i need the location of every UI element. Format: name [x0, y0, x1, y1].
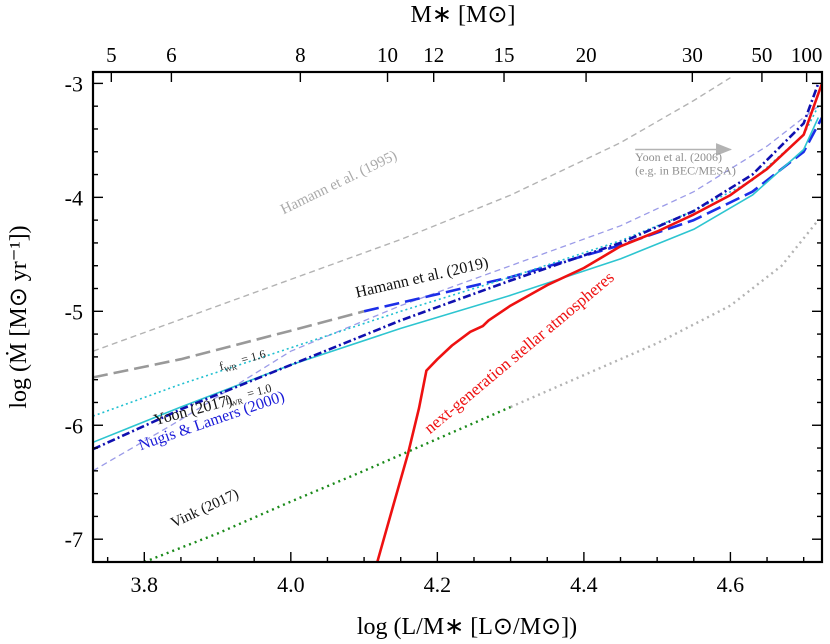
series-nextgen	[376, 82, 822, 562]
top-tick-label: 20	[576, 43, 597, 67]
series-vink2017	[143, 405, 512, 562]
annotation-lbl_fwr10_v: = 1.0	[245, 381, 273, 401]
fwr-subscript: WR	[229, 396, 244, 408]
x-tick-label: 4.6	[717, 572, 745, 597]
top-tick-label: 8	[295, 43, 306, 67]
x-tick-label: 3.8	[131, 572, 159, 597]
y-tick-label: -4	[65, 185, 83, 210]
x-axis-title: log (L/M∗ [L⊙/M⊙])	[357, 614, 577, 640]
fwr-subscript: WR	[223, 362, 238, 374]
top-tick-label: 10	[377, 43, 398, 67]
x-tick-label: 4.2	[424, 572, 452, 597]
top-tick-label: 6	[166, 43, 177, 67]
annotation-lbl_yoon2006b: (e.g. in BEC/MESA)	[635, 164, 736, 178]
y-tick-label: -7	[65, 527, 83, 552]
plot-frame	[91, 70, 824, 564]
top-tick-label: 12	[423, 43, 444, 67]
top-tick-label: 15	[494, 43, 515, 67]
series-vink2017_ext	[510, 219, 820, 409]
y-tick-label: -3	[65, 71, 83, 96]
x-tick-label: 4.0	[277, 572, 305, 597]
y-tick-label: -6	[65, 413, 83, 438]
series-hamann2019_ext	[93, 310, 365, 379]
annotation-layer: Hamann et al. (1995) Yoon et al. (2006)(e…	[136, 148, 735, 532]
top-axis-title: M∗ [M⊙]	[411, 2, 516, 28]
annotation-lbl_fwr16_f: fWR	[218, 355, 239, 375]
annotation-lbl_yoon2006a: Yoon et al. (2006)	[635, 150, 722, 164]
annotation-lbl_fwr16_v: = 1.6	[240, 347, 268, 367]
annotation-lbl_vink: Vink (2017)	[169, 486, 242, 531]
top-tick-label: 30	[682, 43, 703, 67]
y-tick-label: -5	[65, 299, 83, 324]
top-tick-label: 100	[791, 43, 823, 67]
series-yoon2006	[93, 105, 819, 472]
top-tick-label: 50	[751, 43, 772, 67]
annotation-lbl_hamann1995: Hamann et al. (1995)	[278, 148, 400, 218]
ticks-layer: 3.8 4.0 4.2 4.4 4.6 -7 -6 -5 -4 -3 5 6 8 10 12 15 20 30 50…	[65, 43, 823, 597]
y-axis-title: log (Ṁ [M⊙ yr⁻¹])	[6, 225, 32, 408]
series-layer	[93, 77, 822, 562]
series-hamann1995	[93, 77, 731, 352]
top-tick-label: 5	[106, 43, 117, 67]
series-nugis2000	[93, 82, 820, 451]
x-tick-label: 4.4	[570, 572, 598, 597]
